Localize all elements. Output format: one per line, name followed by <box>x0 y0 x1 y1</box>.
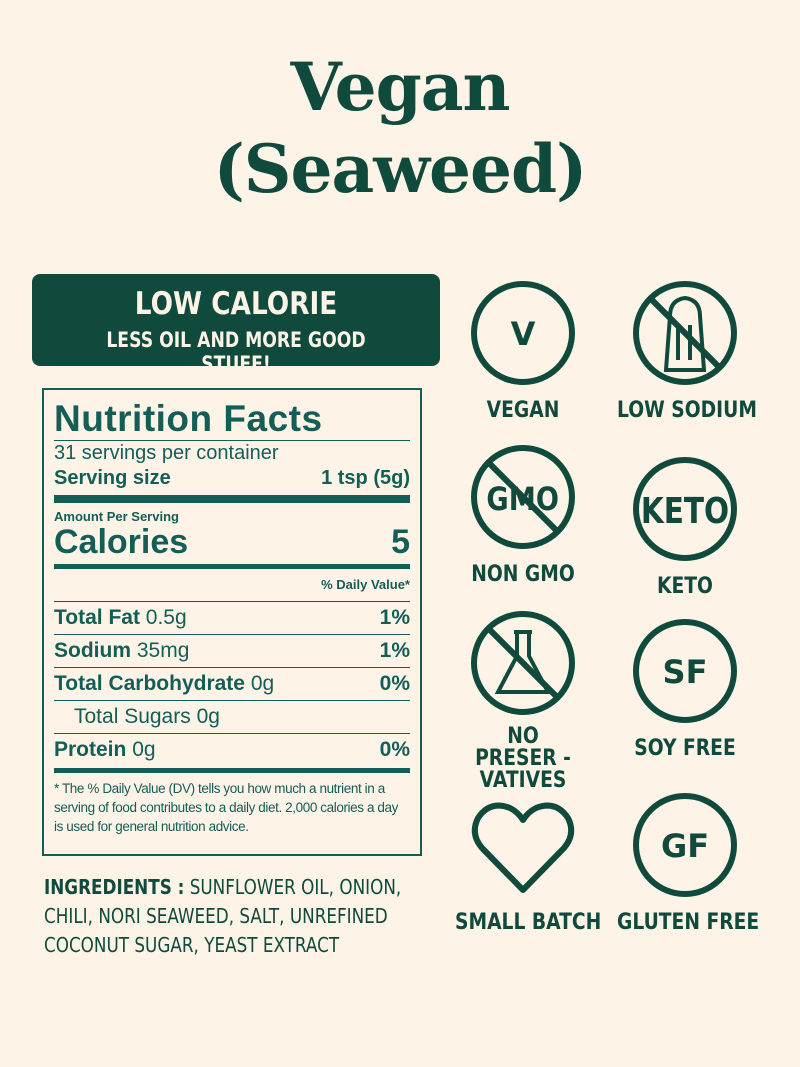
svg-text:KETO: KETO <box>641 489 729 532</box>
servings-per-container: 31 servings per container <box>54 442 279 464</box>
daily-value-header: % Daily Value* <box>321 577 410 592</box>
nutrition-facts-panel: Nutrition Facts 31 servings per containe… <box>42 388 422 856</box>
badge-gluten-free: GF GLUTEN FREE <box>605 792 765 934</box>
vegan-v-icon: V <box>471 281 575 385</box>
product-title-line1: Vegan <box>290 48 510 126</box>
product-title-line2: (Seaweed) <box>213 130 588 208</box>
amount-per-serving: Amount Per Serving <box>54 509 179 524</box>
footnote: * The % Daily Value (DV) tells you how m… <box>54 781 398 834</box>
badge-keto: KETO KETO <box>605 456 765 598</box>
nutrient-row: Sodium 35mg 1% <box>54 639 410 662</box>
no-salt-shaker-icon <box>633 281 737 385</box>
nutrient-row: Protein 0g 0% <box>54 738 410 761</box>
banner-heading: LOW CALORIE <box>134 286 338 322</box>
nutrient-row: Total Carbohydrate 0g 0% <box>54 672 410 695</box>
badge-no-preservatives: NO PRESER -VATIVES <box>443 610 603 792</box>
no-preservatives-flask-icon <box>471 611 575 715</box>
heart-icon <box>471 802 575 893</box>
gluten-free-icon: GF <box>633 793 737 897</box>
badge-small-batch: SMALL BATCH <box>443 798 603 934</box>
nutrient-row: Total Fat 0.5g 1% <box>54 606 410 629</box>
badge-vegan: V VEGAN <box>443 280 603 422</box>
calories-value: 5 <box>391 523 410 561</box>
badge-soy-free: SF SOY FREE <box>605 618 765 760</box>
ingredients: INGREDIENTS : SUNFLOWER OIL, ONION, CHIL… <box>44 875 402 957</box>
svg-text:GF: GF <box>661 827 709 865</box>
badge-non-gmo: GMO NON GMO <box>443 444 603 586</box>
no-gmo-icon: GMO <box>471 445 575 549</box>
nutrition-heading: Nutrition Facts <box>54 398 323 439</box>
svg-text:V: V <box>511 315 536 353</box>
serving-size-label: Serving size <box>54 467 171 489</box>
soy-free-icon: SF <box>633 619 737 723</box>
svg-text:SF: SF <box>663 653 708 691</box>
serving-size-value: 1 tsp (5g) <box>321 467 410 489</box>
calories-label: Calories <box>54 523 189 561</box>
badge-low-sodium: LOW SODIUM <box>605 280 765 422</box>
nutrient-row-sub: Total Sugars 0g <box>74 705 220 728</box>
low-calorie-banner: LOW CALORIE LESS OIL AND MORE GOOD STUFF… <box>32 274 440 376</box>
keto-icon: KETO <box>633 457 737 561</box>
banner-subheading: LESS OIL AND MORE GOOD STUFF! <box>106 328 366 376</box>
